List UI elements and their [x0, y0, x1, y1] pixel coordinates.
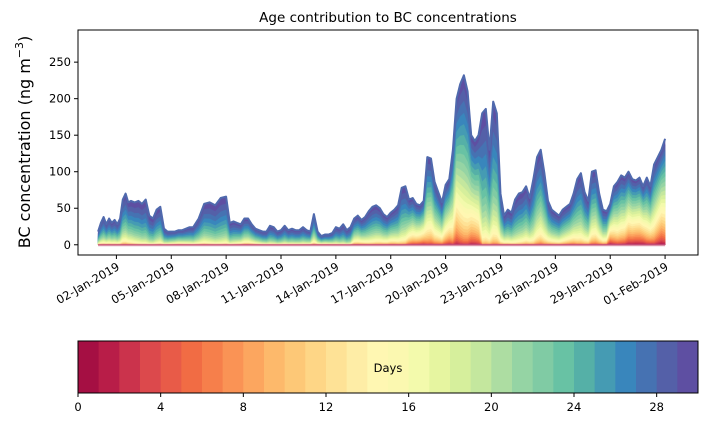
stacked-area-layers [97, 74, 666, 247]
colorbar-bin-7 [222, 341, 244, 393]
y-tick-label: 150 [49, 128, 71, 142]
y-tick-label: 250 [49, 55, 71, 69]
total-series-line [97, 74, 667, 237]
colorbar-tick-label: 4 [157, 400, 164, 414]
plot-frame [77, 29, 699, 256]
colorbar-bin-13 [346, 341, 368, 393]
colorbar-bin-4 [160, 341, 182, 393]
colorbar-bin-25 [594, 341, 616, 393]
y-axis-label-main: BC concentration (ng m [15, 58, 34, 248]
colorbar-bin-24 [574, 341, 596, 393]
y-axis: 0 50 100 150 200 250 [49, 55, 78, 252]
colorbar-bin-2 [119, 341, 141, 393]
colorbar-tick-label: 0 [74, 400, 81, 414]
colorbar-bin-28 [656, 341, 678, 393]
colorbar-bin-26 [615, 341, 637, 393]
age-layer-26 [97, 112, 666, 245]
colorbar-tick-label: 8 [240, 400, 247, 414]
y-axis-label: BC concentration (ng m−3) [13, 36, 34, 249]
colorbar-bin-8 [243, 341, 265, 393]
y-tick-label: 50 [56, 201, 71, 215]
y-axis-label-close: ) [15, 36, 34, 42]
age-layer-25 [97, 124, 666, 245]
colorbar-bin-18 [450, 341, 472, 393]
colorbar-tick-label: 20 [484, 400, 499, 414]
y-axis-label-exponent: −3 [13, 42, 26, 58]
colorbar-bin-14 [367, 341, 389, 393]
colorbar-bin-6 [202, 341, 224, 393]
colorbar-bin-27 [636, 341, 658, 393]
colorbar-tick-label: 28 [649, 400, 664, 414]
colorbar-bin-29 [677, 341, 699, 393]
colorbar-bin-5 [181, 341, 203, 393]
colorbar-bin-15 [388, 341, 410, 393]
colorbar-bin-19 [470, 341, 492, 393]
colorbar-bin-11 [305, 341, 327, 393]
chart-title: Age contribution to BC concentrations [259, 10, 517, 26]
colorbar-tick-label: 12 [319, 400, 334, 414]
colorbar-bin-16 [408, 341, 430, 393]
colorbar-bin-3 [140, 341, 162, 393]
colorbar-ticks: 0 4 8 12 16 20 24 28 [74, 393, 664, 414]
age-layer-24 [97, 134, 666, 245]
colorbar-bin-0 [78, 341, 100, 393]
colorbar-bin-17 [429, 341, 451, 393]
y-tick-label: 100 [49, 165, 71, 179]
colorbar-label: Days [374, 361, 403, 375]
colorbar-bin-20 [491, 341, 513, 393]
colorbar-bin-21 [512, 341, 534, 393]
colorbar-frame [77, 340, 699, 394]
colorbar-bin-9 [264, 341, 286, 393]
colorbar-tick-label: 16 [401, 400, 416, 414]
colorbar-bin-12 [326, 341, 348, 393]
colorbar-bin-1 [98, 341, 120, 393]
baseline-band [98, 243, 666, 247]
x-axis: 02-Jan-201905-Jan-201908-Jan-201911-Jan-… [54, 255, 671, 308]
colorbar-tick-label: 24 [567, 400, 582, 414]
colorbar-bin-10 [284, 341, 306, 393]
colorbar [78, 341, 699, 393]
y-tick-label: 0 [64, 238, 71, 252]
colorbar-bin-23 [553, 341, 575, 393]
total-outline [97, 74, 667, 237]
colorbar-bin-22 [532, 341, 554, 393]
y-tick-label: 200 [49, 92, 71, 106]
